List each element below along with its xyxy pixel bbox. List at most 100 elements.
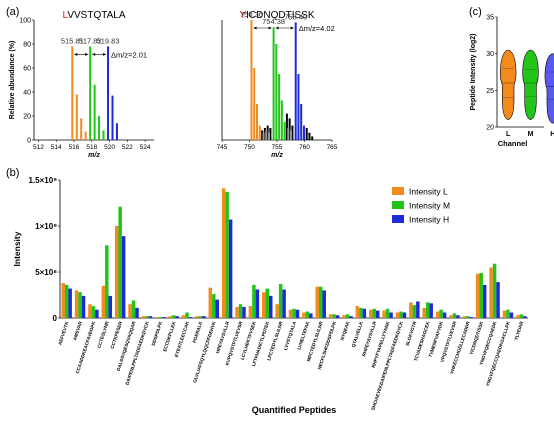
bar-intensity-l: [221, 188, 226, 318]
bar-intensity-h: [68, 288, 72, 318]
bar-intensity-l: [516, 315, 520, 318]
bar-intensity-h: [402, 312, 407, 318]
bar-intensity-m: [466, 316, 470, 318]
bar-intensity-h: [349, 316, 353, 318]
peptide-title: YICDNQDTISSK: [239, 10, 314, 21]
y-tick-label: 1×10⁹: [35, 222, 57, 231]
x-tick-label: 520: [104, 144, 115, 151]
arrow-head: [268, 26, 272, 30]
bar-intensity-l: [302, 312, 306, 318]
spectrum-a-left: 0 20 40 60 80 100 Relative abundance (%) 512 514…: [9, 10, 154, 159]
bar-intensity-m: [439, 309, 443, 318]
bar-intensity-l: [409, 302, 413, 318]
x-tick-label: 522: [122, 144, 133, 151]
bar-intensity-h: [148, 316, 153, 318]
bar-intensity-h: [375, 310, 380, 318]
bar-intensity-l: [248, 306, 253, 318]
x-tick-label: LVNELTEFAK: [296, 320, 310, 350]
x-tick-label: L: [506, 131, 511, 138]
bar-intensity-h: [215, 299, 219, 318]
x-tick-label: 518: [86, 144, 97, 151]
bar-intensity-l: [74, 290, 79, 318]
peak-mz-label: 519.83: [97, 36, 120, 45]
bar-intensity-l: [435, 311, 440, 318]
bar-intensity-l: [395, 312, 400, 318]
bar-intensity-l: [275, 304, 279, 318]
bar-intensity-m: [171, 315, 176, 318]
y-tick-label: 100: [19, 18, 31, 25]
x-tick-label: YICDNQDTISSK: [469, 320, 485, 355]
bar-intensity-h: [335, 315, 340, 318]
x-tick-label: 524: [140, 144, 151, 151]
peak-mz-label: 758.40: [284, 12, 307, 21]
bar-intensity-m: [185, 312, 189, 318]
bar-intensity-l: [195, 316, 199, 318]
bar-intensity-m: [78, 292, 82, 318]
arrow-head: [103, 52, 107, 56]
bar-intensity-h: [362, 308, 367, 318]
bar-intensity-h: [309, 313, 313, 318]
bar-intensity-h: [188, 317, 193, 318]
x-tick-label: M: [528, 131, 534, 138]
bar-intensity-h: [469, 317, 474, 318]
bar-intensity-l: [449, 315, 453, 318]
bar-intensity-l: [114, 226, 119, 318]
bar-intensity-m: [506, 309, 510, 318]
bar-intensity-l: [382, 310, 386, 318]
x-tick-label: LVVSTQTALA: [283, 320, 297, 351]
panel-label-a: (a): [6, 6, 20, 18]
peptide-title-part: ICDNQDTISSK: [246, 10, 315, 21]
bar-intensity-m: [198, 316, 203, 318]
bar-intensity-m: [238, 304, 243, 318]
bar-intensity-m: [519, 314, 524, 318]
x-axis-label: Channel: [498, 139, 528, 148]
bar-intensity-h: [389, 312, 393, 318]
arrow-head: [92, 52, 96, 56]
bar-intensity-l: [262, 292, 266, 318]
bar-intensity-h: [456, 315, 460, 318]
x-tick-label: AEFVEVTK: [57, 320, 70, 345]
y-tick-label: 25: [486, 88, 494, 95]
x-tick-label: FGERALK: [192, 320, 204, 343]
arrow-head: [253, 26, 257, 30]
y-tick-label: 30: [486, 51, 494, 58]
bar-intensity-l: [155, 317, 159, 318]
x-tick-label: 765: [327, 144, 338, 151]
bar-intensity-m: [399, 311, 403, 318]
y-tick-label: 35: [486, 15, 494, 22]
x-tick-label: 760: [299, 144, 310, 151]
bar-intensity-m: [372, 308, 376, 318]
bar-intensity-h: [282, 289, 286, 318]
y-tick-label: 0: [27, 138, 31, 145]
y-tick-label: 60: [23, 66, 31, 73]
arrow-head: [275, 26, 279, 30]
bar-intensity-l: [128, 304, 132, 318]
peptide-title-part: VVSTQTALA: [67, 10, 125, 21]
bar-intensity-h: [429, 303, 433, 318]
x-tick-label: DDSPDLPK: [151, 320, 164, 346]
panel-label-b: (b): [6, 167, 20, 179]
bar-intensity-l: [342, 315, 346, 318]
bar-intensity-m: [158, 317, 163, 318]
bar-intensity-h: [255, 289, 260, 318]
bar-intensity-m: [345, 314, 350, 318]
bar-intensity-l: [315, 286, 320, 318]
bar-intensity-h: [322, 290, 326, 318]
bar-intensity-l: [462, 316, 467, 318]
y-tick-label: 0: [53, 314, 58, 323]
bar-intensity-h: [268, 295, 273, 318]
bar-intensity-m: [359, 307, 363, 318]
violin-chart: 20 25 30 35 Peptide Intensity (log2) ChannelL…: [470, 15, 554, 148]
x-tick-label: 755: [272, 144, 283, 151]
y-tick-label: 20: [23, 114, 31, 121]
y-tick-label: 80: [23, 42, 31, 49]
bar-intensity-h: [496, 282, 500, 318]
x-tick-label: NYQEAK: [340, 320, 351, 341]
bar-intensity-m: [91, 306, 96, 318]
peptide-title: LVVSTQTALA: [63, 10, 126, 21]
violin-L: [500, 49, 517, 120]
y-axis-label: Intensity: [12, 231, 22, 266]
bar-intensity-m: [452, 313, 457, 318]
peptide-title-part: Y: [239, 10, 246, 21]
bar-intensity-l: [61, 283, 65, 318]
